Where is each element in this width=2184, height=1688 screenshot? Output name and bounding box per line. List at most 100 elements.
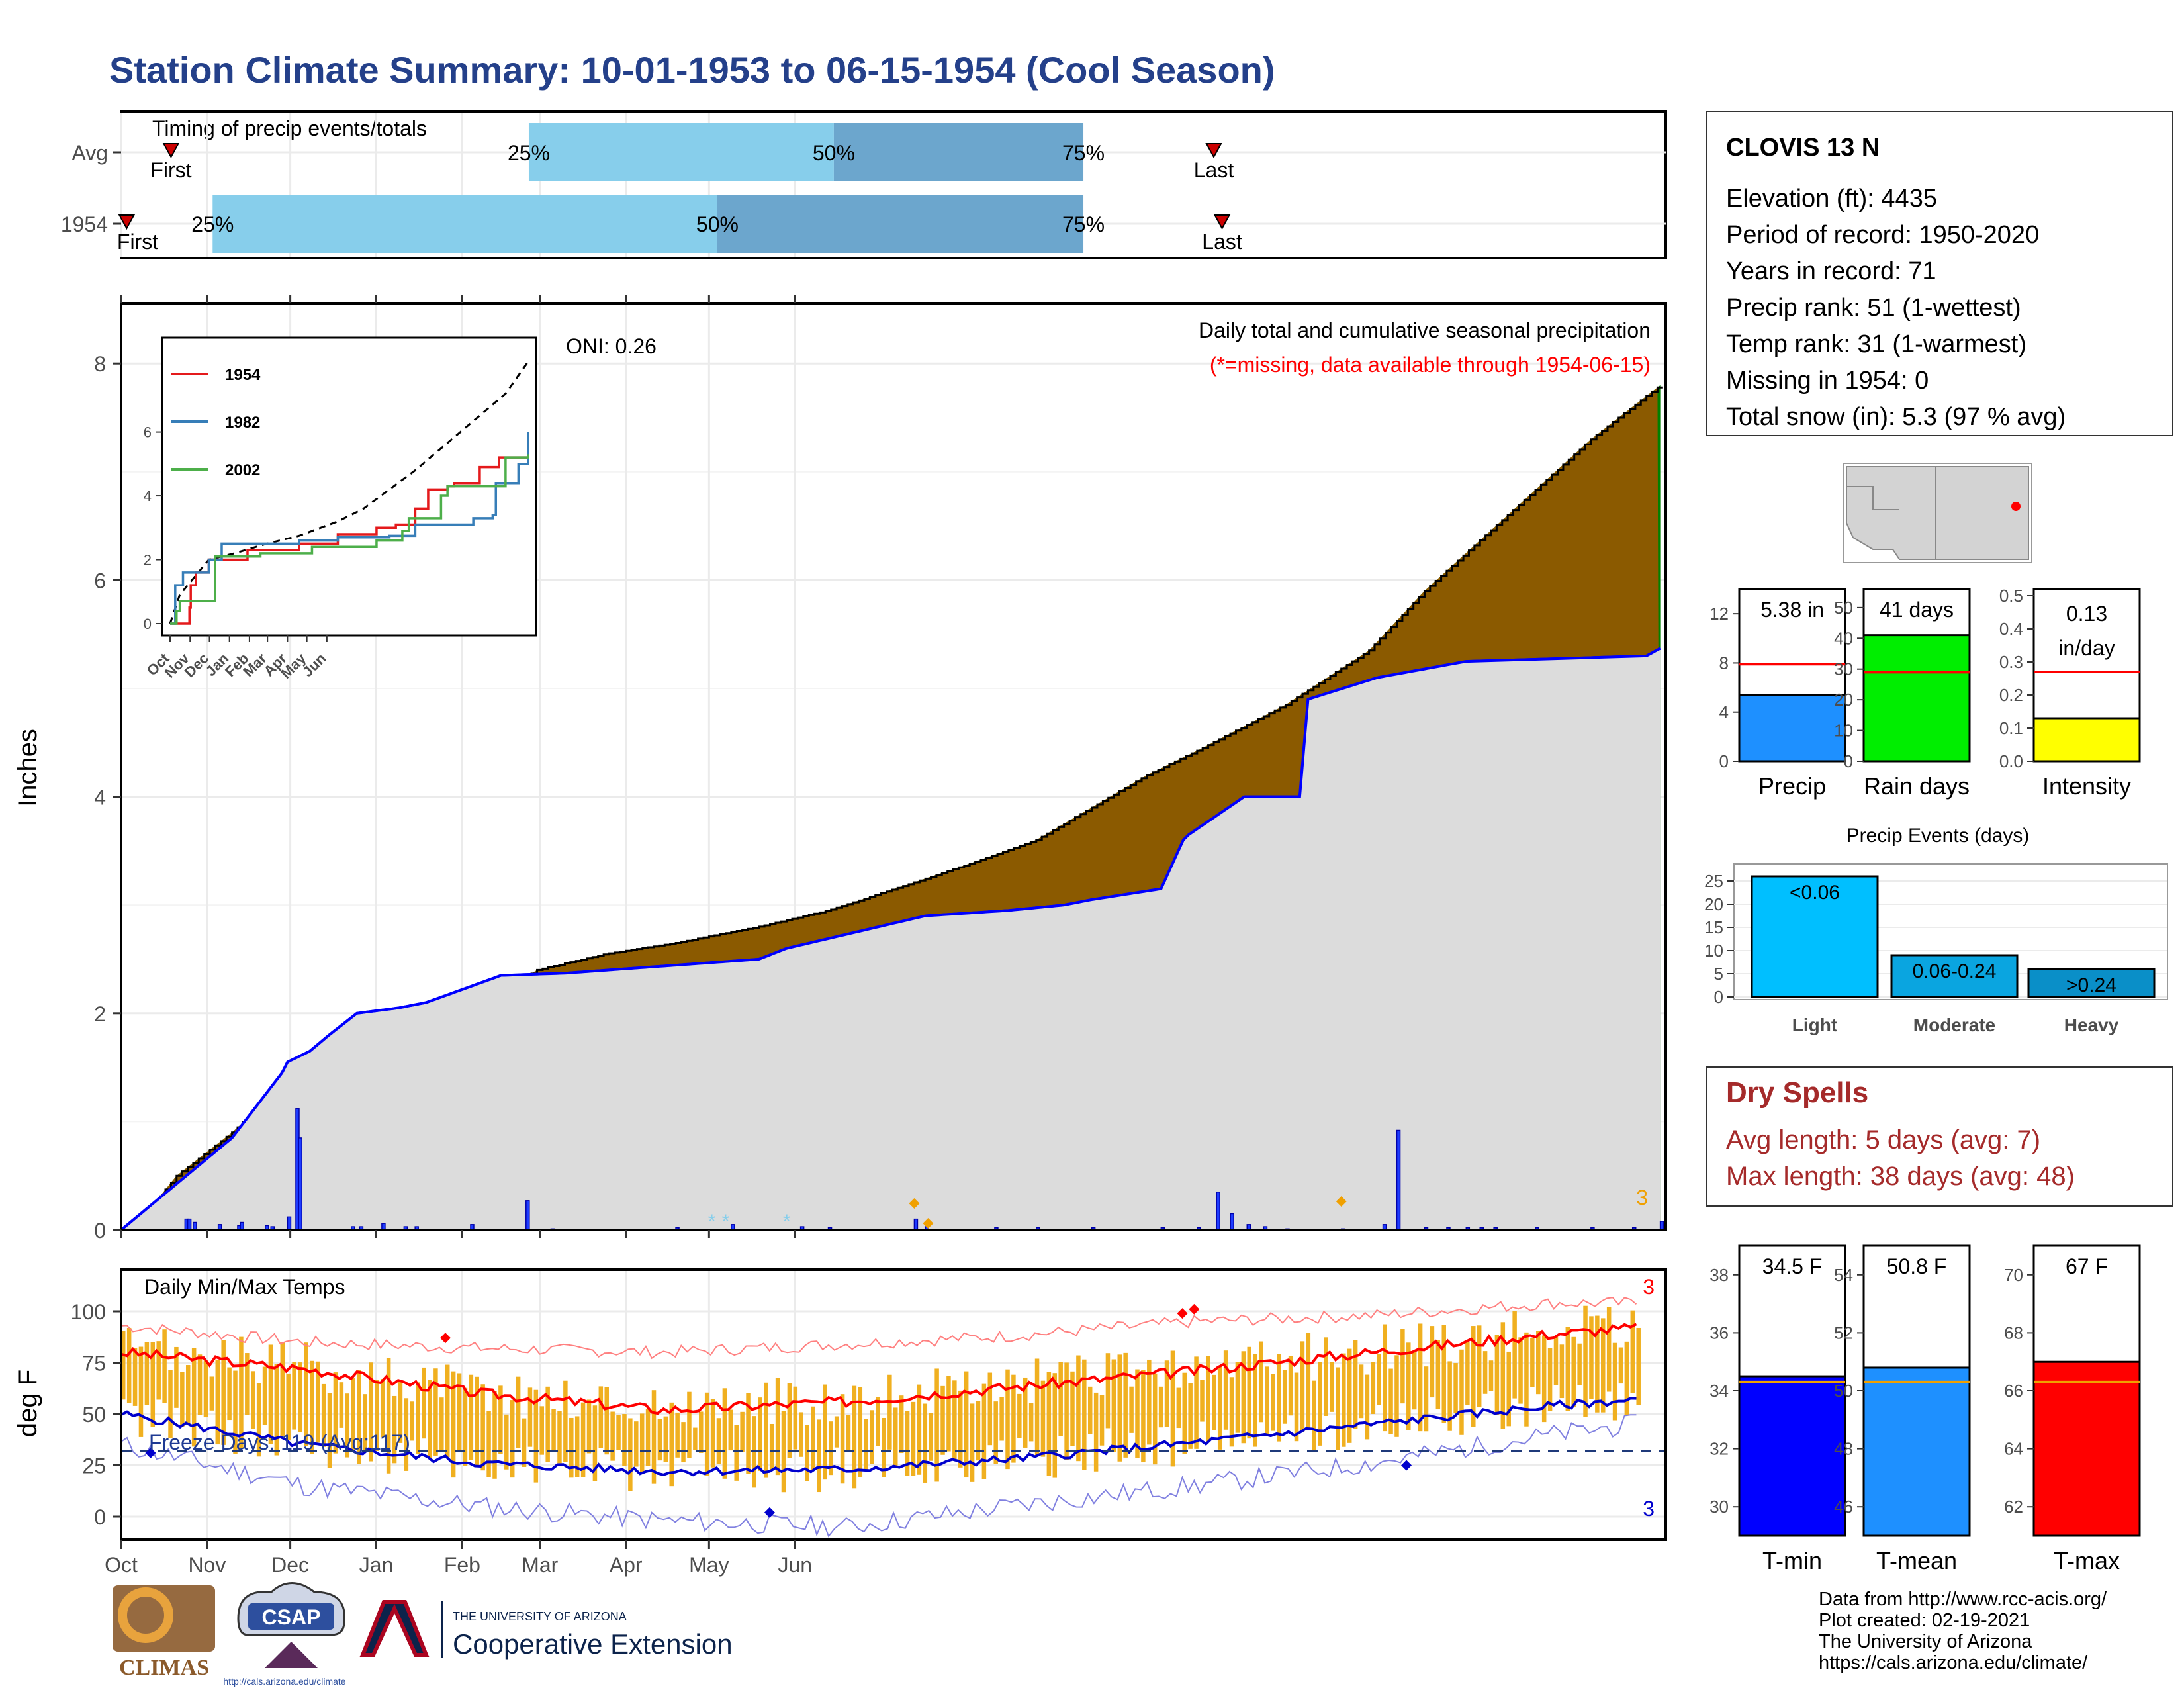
dry-spells-title: Dry Spells (1726, 1076, 1868, 1109)
daily-temp-bar (339, 1382, 344, 1428)
temp-record-marker (1189, 1303, 1200, 1315)
daily-temp-bar (1200, 1380, 1205, 1422)
daily-temp-bar (375, 1380, 379, 1451)
record-max-line (120, 1297, 1637, 1360)
temp-ylabel: deg F (13, 1370, 42, 1437)
daily-temp-bar (321, 1383, 326, 1447)
daily-temp-bar (1087, 1386, 1093, 1434)
average-cumulative-line-top (120, 647, 1661, 1231)
first-event-marker (118, 214, 136, 230)
daily-temp-bar (1377, 1354, 1381, 1405)
summary-bar-tick-label: 54 (1834, 1265, 1853, 1285)
daily-temp-bar (1147, 1359, 1152, 1445)
events-category: Heavy (2064, 1015, 2119, 1035)
daily-temp-bar (934, 1368, 939, 1482)
last-event-label: Last (1202, 230, 1242, 254)
summary-bar-tick-label: 40 (1834, 628, 1853, 648)
daily-temp-bar (580, 1402, 586, 1477)
daily-temp-bar (185, 1365, 191, 1425)
summary-bar-tick-label: 46 (1834, 1497, 1853, 1517)
daily-temp-bar (829, 1421, 833, 1476)
daily-temp-bar (563, 1380, 568, 1462)
daily-temp-bar (1141, 1370, 1146, 1463)
credits: Data from http://www.rcc-acis.org/Plot c… (1819, 1589, 2107, 1673)
daily-temp-bar (256, 1383, 261, 1457)
credit-line: The University of Arizona (1819, 1631, 2032, 1652)
daily-temp-bar (781, 1411, 786, 1493)
daily-temp-bar (1247, 1346, 1252, 1439)
precip-ytick-label: 8 (94, 352, 106, 376)
daily-temp-bar (940, 1385, 945, 1455)
summary-bar-tick-label: 52 (1834, 1323, 1853, 1342)
daily-temp-bar (1176, 1387, 1181, 1429)
daily-temp-bar (1170, 1350, 1175, 1467)
daily-temp-bar (416, 1382, 420, 1454)
daily-temp-bar (1330, 1362, 1334, 1412)
daily-temp-bar (1241, 1351, 1246, 1444)
station-line: Missing in 1954: 0 (1726, 367, 1929, 395)
daily-temp-bar (1524, 1332, 1529, 1427)
daily-temp-bar (1277, 1354, 1281, 1442)
record-min-line (120, 1414, 1637, 1538)
snow-marker: * (708, 1211, 716, 1233)
temp-ytick-label: 75 (82, 1352, 106, 1376)
locator-map (1843, 463, 2032, 563)
events-category: Light (1792, 1015, 1837, 1035)
dry-max-length: Max length: 38 days (avg: 48) (1726, 1162, 2075, 1191)
daily-temp-bar (1282, 1370, 1287, 1424)
daily-temp-bar (1541, 1335, 1547, 1423)
daily-temp-bar (1441, 1325, 1446, 1423)
daily-temp-bar (586, 1399, 592, 1454)
daily-temp-bar (245, 1353, 250, 1415)
daily-temp-bar (1034, 1358, 1040, 1456)
summary-bar-value: 5.38 in (1760, 598, 1824, 622)
daily-temp-bar (840, 1394, 845, 1484)
summary-bar-value-line: 0.13 (2066, 602, 2107, 626)
daily-temp-bar (1324, 1337, 1328, 1416)
daily-temp-bar (1412, 1351, 1417, 1410)
month-label: Apr (610, 1553, 643, 1577)
events-tick-label: 20 (1704, 894, 1723, 914)
summary-bar-tick-label: 48 (1834, 1439, 1853, 1459)
daily-temp-bar (1618, 1347, 1623, 1384)
daily-temp-bar (669, 1402, 674, 1487)
daily-temp-bar (310, 1360, 314, 1454)
inset-ytick-label: 0 (144, 616, 152, 632)
station-line: Period of record: 1950-2020 (1726, 221, 2039, 249)
summary-bar-tick-label: 0 (1844, 751, 1853, 771)
daily-temp-bar (1606, 1307, 1612, 1392)
daily-temp-bar (1530, 1338, 1535, 1387)
state-border (1846, 486, 1899, 510)
daily-temp-bar (144, 1342, 150, 1405)
daily-temp-bar (1394, 1355, 1399, 1437)
month-label: Dec (271, 1553, 309, 1577)
daily-temp-bar (1064, 1362, 1069, 1460)
summary-bar-tick-label: 0.1 (1999, 718, 2023, 738)
daily-temp-bar (209, 1376, 214, 1411)
events-tick-label: 5 (1714, 964, 1723, 984)
daily-temp-bar (1028, 1403, 1034, 1442)
daily-temp-bar (964, 1371, 969, 1478)
daily-temp-bar (1158, 1386, 1163, 1428)
daily-temp-bar (823, 1384, 827, 1480)
temp-ytick-label: 50 (82, 1403, 106, 1427)
daily-temp-bar (1435, 1340, 1441, 1410)
daily-temp-bar (1400, 1329, 1405, 1404)
daily-temp-bar (817, 1419, 821, 1493)
summary-bar-value: 41 days (1880, 598, 1954, 622)
daily-temp-bar (262, 1366, 267, 1425)
daily-temp-bar (905, 1411, 910, 1476)
daily-temp-bar (480, 1384, 485, 1471)
daily-temp-bar (734, 1425, 739, 1481)
daily-temp-bar (1017, 1393, 1022, 1438)
events-bar (1751, 875, 1879, 998)
daily-temp-bar (557, 1411, 562, 1464)
daily-temp-bar (516, 1376, 521, 1448)
daily-temp-bar (999, 1397, 1004, 1441)
daily-temp-bar (923, 1403, 928, 1483)
summary-bar (1738, 1375, 1846, 1537)
daily-temp-bar (315, 1361, 320, 1443)
daily-temp-bar (911, 1401, 916, 1476)
events-tick-label: 15 (1704, 917, 1723, 937)
